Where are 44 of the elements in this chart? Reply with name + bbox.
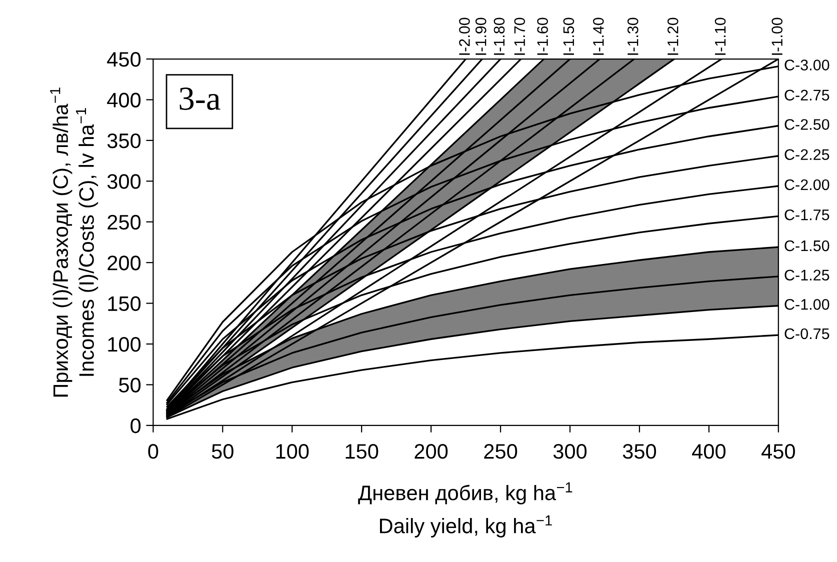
y-tick-label: 0 bbox=[130, 418, 141, 434]
text: I-1.00 bbox=[772, 18, 783, 55]
series-label: C-1.50 bbox=[784, 240, 830, 252]
text: Дневен добив, kg ha$^{−1}$ Daily yield, kg ha$^{−1}$ bbox=[358, 482, 572, 538]
text: I-1.60 bbox=[537, 18, 548, 55]
y-tick-label: 450 bbox=[107, 52, 141, 67]
series-label: C-1.75 bbox=[784, 209, 830, 220]
y-tick-label: 200 bbox=[108, 256, 141, 270]
x-tick-label: 300 bbox=[553, 444, 587, 459]
series-label: C-2.50 bbox=[784, 119, 830, 130]
text: I-1.50 bbox=[563, 18, 574, 55]
x-tick-label: 350 bbox=[622, 444, 656, 459]
series-label: C-0.75 bbox=[784, 328, 830, 340]
y-tick-label: 400 bbox=[107, 92, 141, 108]
series-label: C-2.75 bbox=[784, 90, 830, 101]
text: I-1.10 bbox=[714, 18, 726, 55]
series-label: C-2.00 bbox=[784, 179, 830, 190]
series-label: C-1.00 bbox=[784, 299, 830, 310]
text: I-1.80 bbox=[494, 18, 505, 55]
y-tick-label: 100 bbox=[108, 337, 141, 352]
x-tick-label: 50 bbox=[212, 444, 234, 459]
text: I-1.30 bbox=[627, 18, 638, 55]
x-tick-label: 400 bbox=[692, 444, 726, 459]
text: I-1.90 bbox=[475, 18, 486, 55]
x-tick-label: 200 bbox=[414, 444, 448, 459]
x-tick-label: 150 bbox=[346, 444, 378, 459]
annotation: 3-a bbox=[180, 88, 220, 110]
y-tick-label: 150 bbox=[108, 296, 141, 312]
y-tick-label: 350 bbox=[107, 133, 141, 148]
text: I-1.70 bbox=[514, 18, 526, 55]
y-tick-label: 250 bbox=[108, 214, 141, 230]
x-tick-label: 0 bbox=[148, 444, 158, 459]
text: Приходи (I)/Разходи (C), лв/ha$^{−1}$ Incomes (I)/Costs (C), lv ha$^{−1}$ bbox=[50, 88, 98, 397]
series-label: C-1.25 bbox=[784, 270, 830, 281]
series-label: C-2.25 bbox=[784, 149, 830, 160]
x-tick-label: 250 bbox=[484, 444, 518, 459]
x-tick-label: 100 bbox=[276, 444, 309, 459]
series-label: C-3.00 bbox=[784, 60, 830, 70]
y-tick-label: 50 bbox=[119, 378, 141, 392]
text: I-2.00 bbox=[459, 18, 470, 55]
x-tick-label: 450 bbox=[762, 444, 795, 459]
y-tick-label: 300 bbox=[107, 174, 141, 189]
text: I-1.40 bbox=[593, 18, 604, 55]
text: I-1.20 bbox=[667, 18, 678, 55]
